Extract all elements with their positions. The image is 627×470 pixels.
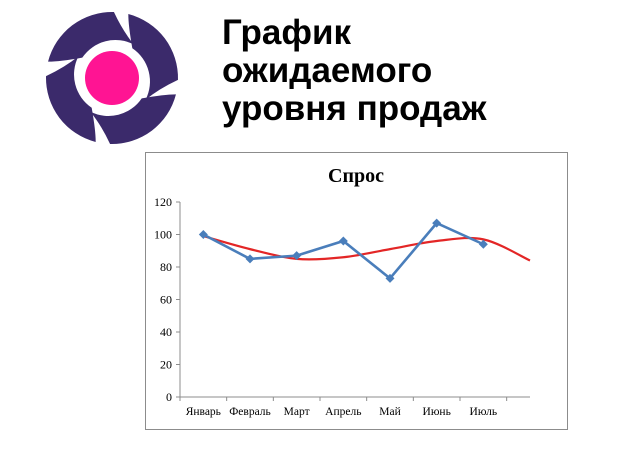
slide-title-line-1: График (222, 13, 352, 52)
y-tick-label: 40 (160, 325, 172, 339)
logo-swirl-1 (90, 94, 176, 145)
logo-swirl-3 (48, 11, 134, 62)
chart-axes (179, 202, 530, 398)
data-point-Июль (478, 239, 488, 249)
y-tick-label: 60 (160, 293, 172, 307)
x-axis-ticks: Январь Февраль Март Апрель Май Июнь Июль (179, 397, 508, 418)
logo-swirl-4 (128, 14, 178, 100)
slide-title-line-2: ожидаемого (222, 51, 433, 90)
trendline-group (203, 235, 531, 262)
data-point-Март (292, 251, 302, 261)
x-tick-label: Июль (470, 406, 498, 418)
data-point-Февраль (245, 254, 255, 264)
chart-title: Спрос (328, 165, 384, 187)
y-tick-label: 20 (160, 358, 172, 372)
x-tick-label: Май (379, 406, 400, 418)
y-tick-label: 0 (166, 390, 172, 404)
series-line (202, 221, 484, 281)
trendline (203, 235, 531, 262)
x-tick-label: Март (284, 406, 310, 418)
data-point-Май (385, 273, 395, 283)
y-axis-ticks: 0 20 40 60 80 100 120 (154, 195, 180, 404)
x-tick-label: Февраль (229, 406, 271, 418)
slide-title-line-3: уровня продаж (222, 89, 487, 128)
y-tick-label: 120 (154, 195, 172, 209)
y-tick-label: 100 (154, 228, 172, 242)
logo-swirl-2 (46, 56, 96, 142)
data-point-Январь (198, 230, 208, 239)
x-tick-label: Январь (186, 406, 221, 418)
x-tick-label: Июнь (423, 406, 451, 418)
slide-title: График ожидаемого уровня продаж (222, 14, 622, 128)
data-point-Апрель (338, 236, 348, 246)
x-tick-label: Апрель (325, 406, 361, 418)
chart-area (145, 152, 568, 430)
series-group (198, 218, 488, 283)
spiral-logo-icon (46, 11, 178, 145)
y-tick-label: 80 (160, 260, 172, 274)
data-point-Июнь (432, 218, 442, 228)
